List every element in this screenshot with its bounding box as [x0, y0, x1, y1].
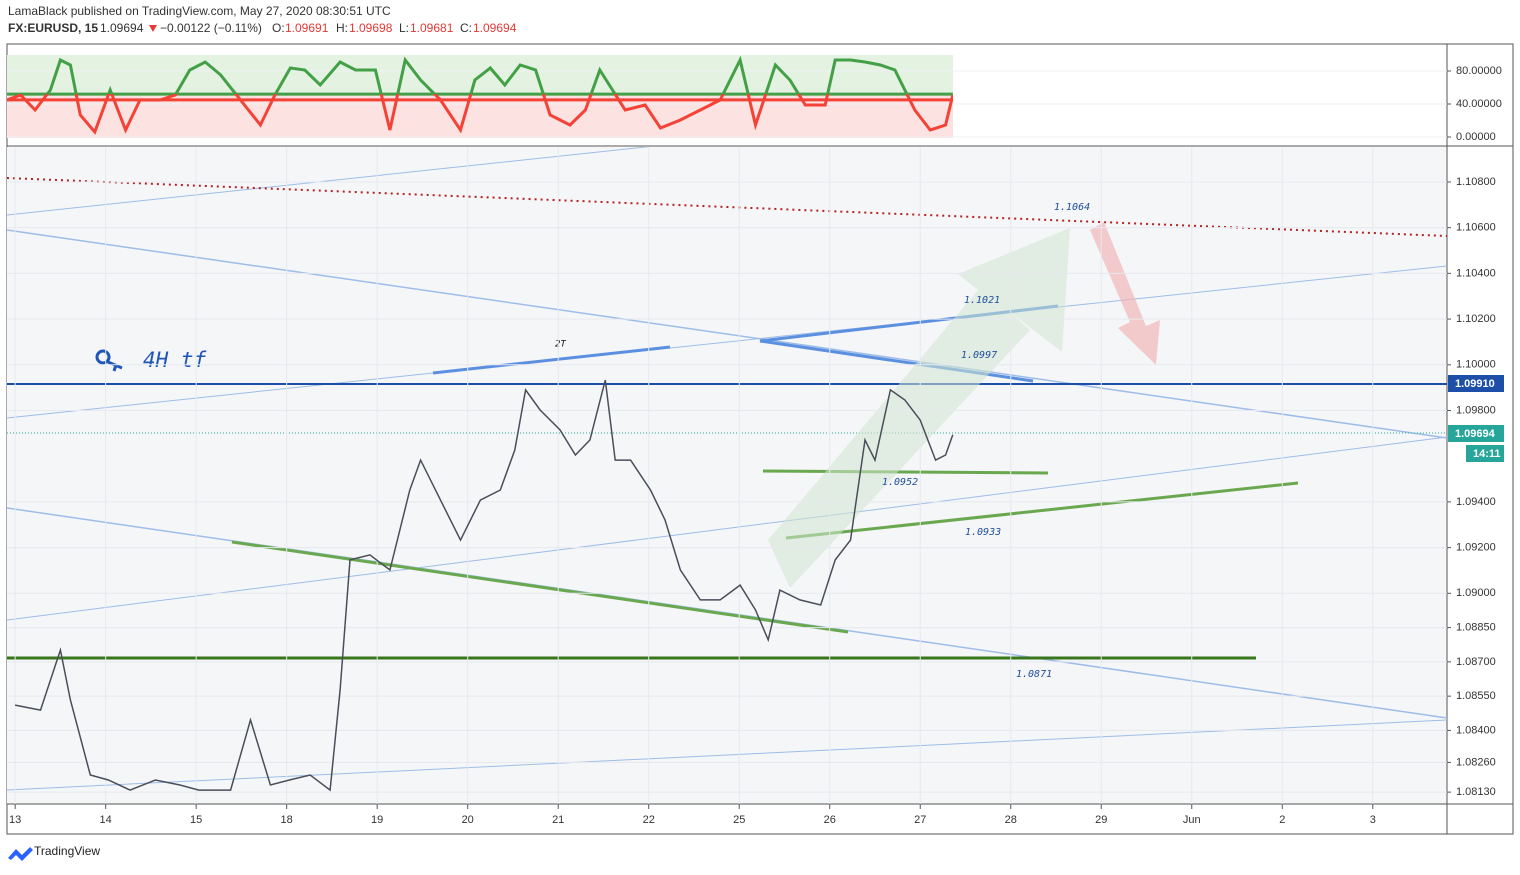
- x-tick-label: 26: [824, 814, 836, 826]
- l: 1.09681: [410, 21, 454, 35]
- support-line: [231, 540, 849, 634]
- h: 1.09698: [349, 21, 393, 35]
- support-line: [762, 469, 1049, 475]
- down-arrow: [149, 25, 157, 32]
- last: 1.09694: [100, 21, 144, 35]
- trendline: [7, 229, 1447, 439]
- x-tick-label: 18: [281, 814, 293, 826]
- level-price: 1.09910: [1455, 378, 1495, 390]
- brand: TradingView: [34, 844, 100, 858]
- x-tick-label: 19: [371, 814, 383, 826]
- price-tag: [1448, 375, 1504, 392]
- x-tick-label: 25: [733, 814, 745, 826]
- level-annotation: 1.0997: [961, 350, 997, 361]
- y-tick-label: 1.08700: [1456, 656, 1496, 668]
- y-tick-label: 0.00000: [1456, 131, 1496, 143]
- drawings: [7, 147, 1447, 791]
- trendline-bold: [432, 345, 671, 375]
- publisher: LamaBlack published on TradingView.com, …: [8, 4, 391, 18]
- y-tick-label: 1.09200: [1456, 542, 1496, 554]
- y-tick-label: 1.09400: [1456, 496, 1496, 508]
- change: −0.00122 (−0.11%): [160, 21, 262, 35]
- y-tick-label: 1.09000: [1456, 587, 1496, 599]
- h-label: H:: [336, 21, 348, 35]
- down-arrow: [1090, 222, 1160, 365]
- resistance-dotted: [7, 177, 1447, 237]
- trendline: [7, 147, 651, 216]
- x-tick-label: 21: [552, 814, 564, 826]
- note: 4H tf: [143, 348, 207, 372]
- y-tick-label: 1.09800: [1456, 404, 1496, 416]
- c: 1.09694: [473, 21, 517, 35]
- oscillator-line: [18, 55, 909, 94]
- x-tick-label: 13: [9, 814, 21, 826]
- y-tick-label: 1.10400: [1456, 267, 1496, 279]
- x-tick-label: 14: [100, 814, 112, 826]
- last-price: 1.09694: [1455, 428, 1496, 440]
- x-tick-label: 22: [643, 814, 655, 826]
- o-label: O:: [272, 21, 285, 35]
- trendline: [7, 436, 1447, 621]
- o: 1.09691: [285, 21, 329, 35]
- y-tick-label: 1.10200: [1456, 313, 1496, 325]
- x-tick-label: 2: [1279, 814, 1285, 826]
- oscillator-line: [7, 94, 953, 135]
- price-series: [14, 379, 954, 792]
- l-label: L:: [399, 21, 409, 35]
- x-tick-label: 28: [1005, 814, 1017, 826]
- y-tick-label: 1.08550: [1456, 690, 1496, 702]
- y-tick-label: 1.08400: [1456, 724, 1496, 736]
- countdown: 14:11: [1473, 448, 1501, 460]
- x-tick-label: 20: [462, 814, 474, 826]
- y-tick-label: 40.00000: [1456, 98, 1502, 110]
- x-tick-label: Jun: [1183, 814, 1201, 826]
- x-tick-label: 15: [190, 814, 202, 826]
- y-tick-label: 1.08130: [1456, 786, 1496, 798]
- pattern-label: 2T: [555, 340, 566, 350]
- countdown-tag: [1466, 445, 1504, 462]
- y-tick-label: 1.10800: [1456, 176, 1496, 188]
- y-tick-label: 1.08850: [1456, 621, 1496, 633]
- support-line: [785, 481, 1299, 540]
- level-annotation: 1.0871: [1016, 669, 1052, 680]
- y-tick-label: 1.08260: [1456, 756, 1496, 768]
- price-line: [14, 379, 954, 792]
- x-tick-label: 29: [1095, 814, 1107, 826]
- y-tick-label: 80.00000: [1456, 65, 1502, 77]
- y-tick-label: 1.10600: [1456, 222, 1496, 234]
- c-label: C:: [460, 21, 472, 35]
- symbol: FX:EURUSD, 15: [8, 21, 98, 35]
- x-tick-label: 27: [914, 814, 926, 826]
- y-tick-label: 1.10000: [1456, 359, 1496, 371]
- level-annotation: 1.0933: [965, 527, 1001, 538]
- level-annotation: 1.0952: [882, 477, 918, 488]
- tradingview-logo: [8, 847, 33, 861]
- x-tick-label: 3: [1370, 814, 1376, 826]
- main-pane: [7, 147, 1447, 804]
- price-tag: [1448, 425, 1504, 442]
- trendline: [7, 265, 1447, 419]
- trendline: [7, 719, 1447, 791]
- up-arrow: [768, 228, 1070, 588]
- level-annotation: 1.1021: [964, 295, 1000, 306]
- level-annotation: 1.1064: [1054, 202, 1090, 213]
